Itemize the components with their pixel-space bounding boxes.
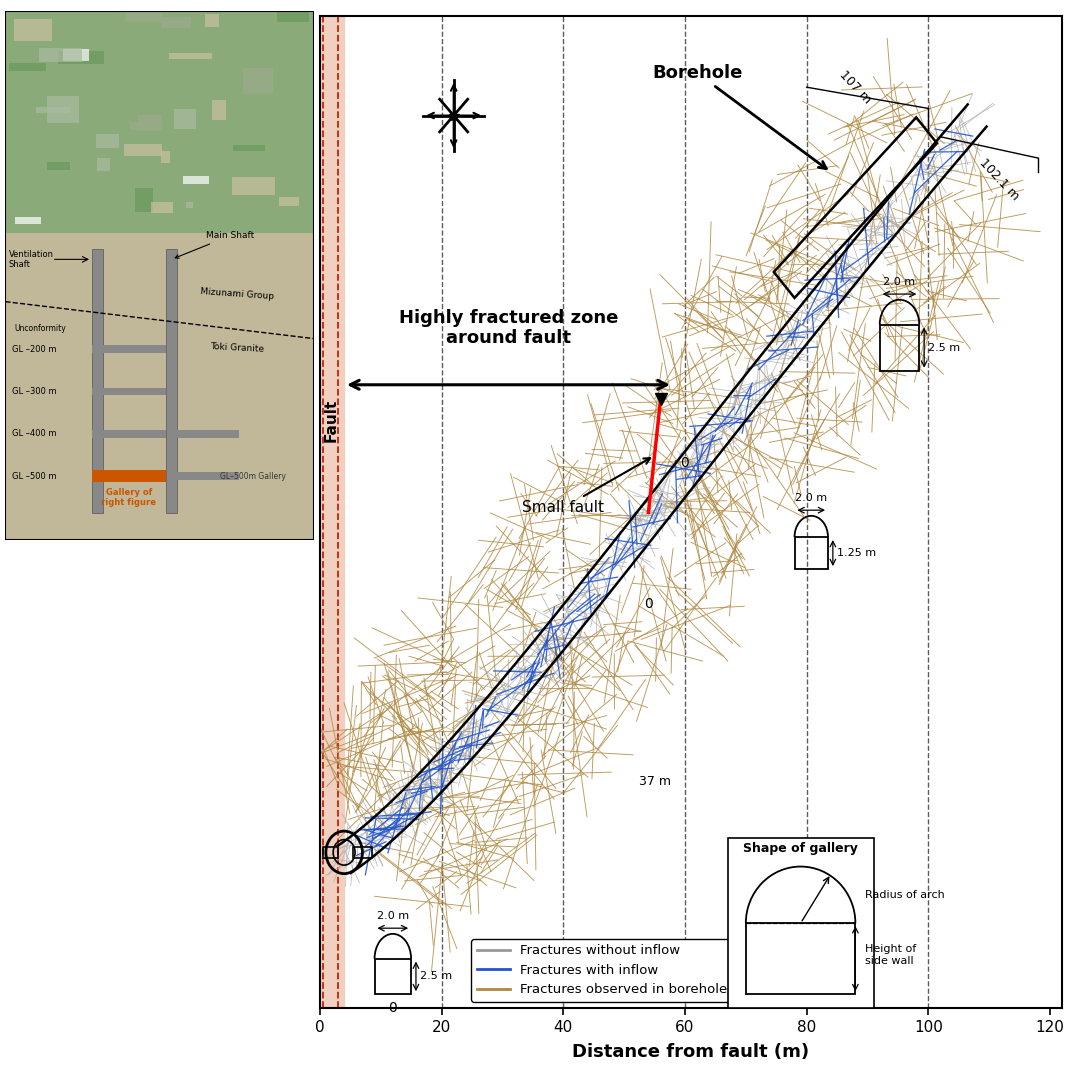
Text: GL –500 m: GL –500 m xyxy=(12,472,56,481)
Text: Borehole: Borehole xyxy=(651,64,826,169)
Bar xyxy=(92,249,103,513)
Text: 2.0 m: 2.0 m xyxy=(377,911,409,921)
Text: Gallery of
right figure: Gallery of right figure xyxy=(102,488,156,507)
Bar xyxy=(47,161,69,170)
Text: 2.0 m: 2.0 m xyxy=(796,493,827,504)
Bar xyxy=(232,177,275,195)
Bar xyxy=(125,4,162,22)
Bar xyxy=(63,49,89,61)
Bar xyxy=(130,122,138,130)
Bar xyxy=(279,197,299,206)
Text: GL–500m Gallery: GL–500m Gallery xyxy=(220,472,285,481)
Text: Ventilation
Shaft: Ventilation Shaft xyxy=(9,250,53,269)
Bar xyxy=(5,11,314,233)
Bar xyxy=(125,144,162,156)
Bar xyxy=(95,134,119,148)
Bar xyxy=(39,48,81,62)
Bar xyxy=(57,51,104,64)
Bar xyxy=(276,0,309,23)
Bar xyxy=(92,470,166,483)
Text: Height of
side wall: Height of side wall xyxy=(865,944,916,966)
Text: Mizunami Group: Mizunami Group xyxy=(199,287,274,301)
Bar xyxy=(47,96,79,122)
Text: Main Shaft: Main Shaft xyxy=(176,231,255,258)
Bar xyxy=(9,63,47,71)
Bar xyxy=(243,69,273,95)
Text: Small fault: Small fault xyxy=(522,458,650,516)
Bar xyxy=(92,472,166,480)
Text: 2.5 m: 2.5 m xyxy=(421,971,452,981)
Text: GL –300 m: GL –300 m xyxy=(12,387,56,396)
Bar xyxy=(151,202,173,213)
Bar xyxy=(134,187,153,211)
Text: 0: 0 xyxy=(681,456,689,470)
Text: GL –400 m: GL –400 m xyxy=(12,429,56,438)
Text: 0: 0 xyxy=(388,1001,397,1015)
Legend: Fractures without inflow, Fractures with inflow, Fractures observed in borehole: Fractures without inflow, Fractures with… xyxy=(472,938,733,1002)
Bar xyxy=(96,158,109,170)
Bar xyxy=(205,14,219,27)
X-axis label: Distance from fault (m): Distance from fault (m) xyxy=(572,1043,810,1062)
Text: Highly fractured zone
around fault: Highly fractured zone around fault xyxy=(399,308,618,348)
Text: 2.0 m: 2.0 m xyxy=(883,277,916,287)
Bar xyxy=(162,152,170,164)
Text: 107 m: 107 m xyxy=(837,69,874,106)
Bar xyxy=(166,249,177,513)
Text: 2.5 m: 2.5 m xyxy=(928,342,960,352)
Bar xyxy=(173,109,196,129)
Bar xyxy=(185,202,193,208)
Text: 0: 0 xyxy=(644,597,653,611)
Bar xyxy=(36,107,70,112)
Text: Toki Granite: Toki Granite xyxy=(210,342,264,354)
Bar xyxy=(177,429,238,438)
Bar xyxy=(182,175,208,183)
Bar xyxy=(14,19,52,41)
Bar xyxy=(138,114,162,131)
Text: Shape of gallery: Shape of gallery xyxy=(744,843,859,856)
Bar xyxy=(5,233,314,540)
Text: 102.1 m: 102.1 m xyxy=(977,156,1022,203)
Text: GL –200 m: GL –200 m xyxy=(12,344,56,354)
Text: Fault: Fault xyxy=(323,399,338,441)
Text: 1.25 m: 1.25 m xyxy=(837,548,876,558)
Bar xyxy=(92,429,166,438)
Bar xyxy=(233,145,266,150)
Bar xyxy=(92,388,166,396)
Bar xyxy=(177,472,238,480)
Bar xyxy=(169,53,212,59)
Text: Radius of arch: Radius of arch xyxy=(865,889,944,900)
FancyBboxPatch shape xyxy=(727,838,874,1008)
Text: 37 m: 37 m xyxy=(638,775,671,788)
Text: Unconformity: Unconformity xyxy=(15,324,66,332)
Bar xyxy=(160,17,191,28)
Bar xyxy=(212,100,225,120)
Bar xyxy=(15,217,41,223)
Bar xyxy=(308,16,344,1008)
Bar xyxy=(92,346,166,353)
